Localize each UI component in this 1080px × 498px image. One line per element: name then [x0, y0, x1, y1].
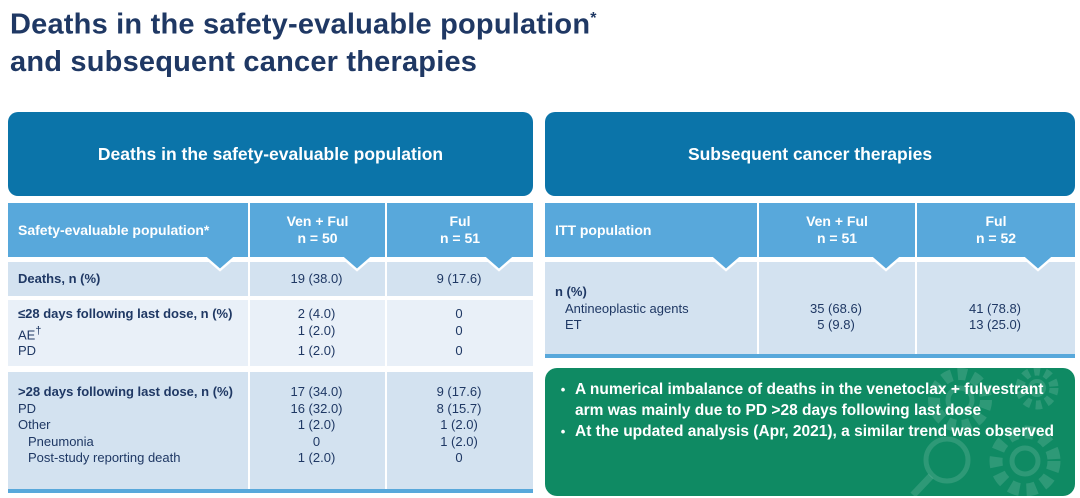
column-divider — [248, 262, 250, 489]
page-title: Deaths in the safety-evaluable populatio… — [10, 0, 597, 81]
magnifier-icon — [910, 436, 971, 496]
column-divider — [915, 262, 917, 354]
bullet-icon: • — [560, 382, 566, 397]
table-row: Post-study reporting death 1 (2.0) 0 — [28, 450, 463, 465]
left-colhead-ful: Ful n = 51 — [385, 203, 533, 257]
table-row: AE† 1 (2.0) 0 — [18, 322, 463, 342]
left-column-headers: Safety-evaluable population* Ven + Ful n… — [8, 203, 533, 257]
column-divider — [385, 262, 387, 489]
page-title-line1: Deaths in the safety-evaluable populatio… — [10, 0, 597, 44]
decor-icons — [910, 368, 1061, 496]
bullet-icon: • — [560, 424, 566, 439]
right-colhead-ful: Ful n = 52 — [915, 203, 1075, 257]
title-asterisk: * — [590, 10, 597, 27]
right-colhead-venful: Ven + Ful n = 51 — [757, 203, 915, 257]
page-title-line2: and subsequent cancer therapies — [10, 45, 478, 78]
column-divider — [757, 262, 759, 354]
gear-icon — [1015, 368, 1059, 410]
chevron-down-icon — [484, 257, 514, 272]
gear-icon — [989, 425, 1061, 496]
dagger-footnote-marker: † — [35, 324, 42, 337]
key-findings-callout: • A numerical imbalance of deaths in the… — [545, 368, 1075, 496]
le28-days-row-group: ≤28 days following last dose, n (%) 2 (4… — [8, 300, 533, 366]
table-row: Other 1 (2.0) 1 (2.0) — [18, 417, 478, 432]
chevron-down-icon — [1023, 257, 1053, 272]
right-panel: Subsequent cancer therapies ITT populati… — [545, 112, 1075, 498]
chevron-down-icon — [205, 257, 235, 272]
left-colhead-population: Safety-evaluable population* — [18, 222, 210, 238]
deaths-summary-row-group: Deaths, n (%) 19 (38.0) 9 (17.6) — [8, 262, 533, 296]
right-colhead-population: ITT population — [555, 222, 652, 238]
right-column-headers: ITT population Ven + Ful n = 51 Ful n = … — [545, 203, 1075, 257]
list-item: • At the updated analysis (Apr, 2021), a… — [551, 421, 1063, 442]
table-row: PD 1 (2.0) 0 — [18, 343, 463, 359]
chevron-down-icon — [342, 257, 372, 272]
left-panel-header: Deaths in the safety-evaluable populatio… — [8, 112, 533, 196]
chevron-down-icon — [711, 257, 741, 272]
table-row: ≤28 days following last dose, n (%) 2 (4… — [18, 306, 463, 322]
table-row: ET 5 (9.8) 13 (25.0) — [565, 317, 1022, 332]
gear-icon — [928, 368, 992, 432]
itt-table-body: n (%) Antineoplastic agents 35 (68.6) 41… — [545, 262, 1075, 354]
table-row: Deaths, n (%) 19 (38.0) 9 (17.6) — [18, 270, 482, 286]
chevron-down-icon — [871, 257, 901, 272]
list-item: • A numerical imbalance of deaths in the… — [551, 379, 1063, 421]
left-colhead-venful: Ven + Ful n = 50 — [248, 203, 385, 257]
table-row: PD 16 (32.0) 8 (15.7) — [18, 400, 482, 416]
table-row: n (%) — [555, 284, 587, 299]
table-bottom-border — [8, 489, 533, 493]
table-row: Antineoplastic agents 35 (68.6) 41 (78.8… — [565, 300, 1022, 316]
table-row: >28 days following last dose, n (%) 17 (… — [18, 384, 482, 399]
page-title-text: Deaths in the safety-evaluable populatio… — [10, 8, 591, 41]
table-row: Pneumonia 0 1 (2.0) — [28, 433, 478, 449]
gt28-days-row-group: >28 days following last dose, n (%) 17 (… — [8, 372, 533, 489]
left-panel: Deaths in the safety-evaluable populatio… — [8, 112, 533, 498]
right-panel-header: Subsequent cancer therapies — [545, 112, 1075, 196]
table-bottom-border — [545, 354, 1075, 358]
